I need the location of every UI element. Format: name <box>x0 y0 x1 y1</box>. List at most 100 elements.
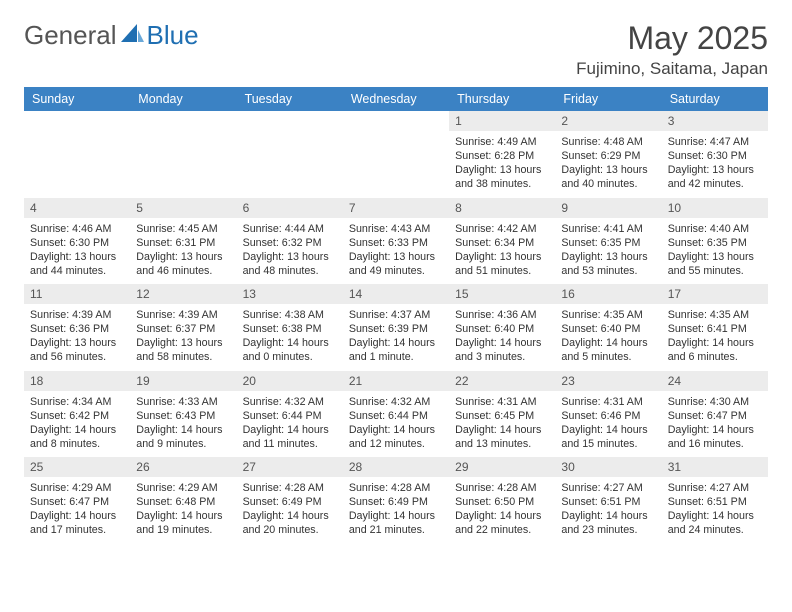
month-title: May 2025 <box>576 20 768 57</box>
day-data: Sunrise: 4:29 AMSunset: 6:47 PMDaylight:… <box>24 477 130 544</box>
day-data: Sunrise: 4:30 AMSunset: 6:47 PMDaylight:… <box>662 391 768 458</box>
day-cell: 7Sunrise: 4:43 AMSunset: 6:33 PMDaylight… <box>343 198 449 285</box>
daylight-line: Daylight: 14 hours and 1 minute. <box>349 336 443 364</box>
brand-word-1: General <box>24 20 117 51</box>
week-row: 1Sunrise: 4:49 AMSunset: 6:28 PMDaylight… <box>24 111 768 198</box>
sunset-line: Sunset: 6:31 PM <box>136 236 230 250</box>
day-number: 25 <box>24 457 130 477</box>
day-number-empty <box>24 111 130 130</box>
day-cell: 1Sunrise: 4:49 AMSunset: 6:28 PMDaylight… <box>449 111 555 198</box>
sail-icon <box>119 20 145 51</box>
daylight-line: Daylight: 14 hours and 19 minutes. <box>136 509 230 537</box>
daylight-line: Daylight: 13 hours and 51 minutes. <box>455 250 549 278</box>
day-cell: 22Sunrise: 4:31 AMSunset: 6:45 PMDayligh… <box>449 371 555 458</box>
day-cell: 20Sunrise: 4:32 AMSunset: 6:44 PMDayligh… <box>237 371 343 458</box>
calendar-grid: SundayMondayTuesdayWednesdayThursdayFrid… <box>24 87 768 544</box>
sunrise-line: Sunrise: 4:34 AM <box>30 395 124 409</box>
day-cell: 28Sunrise: 4:28 AMSunset: 6:49 PMDayligh… <box>343 457 449 544</box>
sunset-line: Sunset: 6:33 PM <box>349 236 443 250</box>
sunrise-line: Sunrise: 4:49 AM <box>455 135 549 149</box>
sunrise-line: Sunrise: 4:35 AM <box>668 308 762 322</box>
daylight-line: Daylight: 13 hours and 48 minutes. <box>243 250 337 278</box>
page-header: General Blue May 2025 Fujimino, Saitama,… <box>24 20 768 79</box>
day-number: 3 <box>662 111 768 131</box>
day-cell: 3Sunrise: 4:47 AMSunset: 6:30 PMDaylight… <box>662 111 768 198</box>
day-number: 4 <box>24 198 130 218</box>
sunset-line: Sunset: 6:34 PM <box>455 236 549 250</box>
day-cell: 2Sunrise: 4:48 AMSunset: 6:29 PMDaylight… <box>555 111 661 198</box>
daylight-line: Daylight: 13 hours and 55 minutes. <box>668 250 762 278</box>
sunrise-line: Sunrise: 4:35 AM <box>561 308 655 322</box>
sunrise-line: Sunrise: 4:48 AM <box>561 135 655 149</box>
day-data: Sunrise: 4:31 AMSunset: 6:46 PMDaylight:… <box>555 391 661 458</box>
day-data: Sunrise: 4:40 AMSunset: 6:35 PMDaylight:… <box>662 218 768 285</box>
day-cell: 14Sunrise: 4:37 AMSunset: 6:39 PMDayligh… <box>343 284 449 371</box>
sunset-line: Sunset: 6:49 PM <box>349 495 443 509</box>
sunrise-line: Sunrise: 4:28 AM <box>455 481 549 495</box>
day-cell: 27Sunrise: 4:28 AMSunset: 6:49 PMDayligh… <box>237 457 343 544</box>
day-cell: 30Sunrise: 4:27 AMSunset: 6:51 PMDayligh… <box>555 457 661 544</box>
sunrise-line: Sunrise: 4:32 AM <box>349 395 443 409</box>
daylight-line: Daylight: 14 hours and 3 minutes. <box>455 336 549 364</box>
dow-cell: Saturday <box>662 87 768 111</box>
day-data: Sunrise: 4:31 AMSunset: 6:45 PMDaylight:… <box>449 391 555 458</box>
day-number: 5 <box>130 198 236 218</box>
day-cell <box>237 111 343 198</box>
daylight-line: Daylight: 13 hours and 46 minutes. <box>136 250 230 278</box>
sunset-line: Sunset: 6:49 PM <box>243 495 337 509</box>
day-data: Sunrise: 4:32 AMSunset: 6:44 PMDaylight:… <box>237 391 343 458</box>
sunset-line: Sunset: 6:47 PM <box>668 409 762 423</box>
sunrise-line: Sunrise: 4:42 AM <box>455 222 549 236</box>
day-data: Sunrise: 4:35 AMSunset: 6:41 PMDaylight:… <box>662 304 768 371</box>
day-number: 11 <box>24 284 130 304</box>
sunrise-line: Sunrise: 4:28 AM <box>243 481 337 495</box>
day-cell: 12Sunrise: 4:39 AMSunset: 6:37 PMDayligh… <box>130 284 236 371</box>
daylight-line: Daylight: 14 hours and 21 minutes. <box>349 509 443 537</box>
day-data: Sunrise: 4:27 AMSunset: 6:51 PMDaylight:… <box>555 477 661 544</box>
day-number: 14 <box>343 284 449 304</box>
sunset-line: Sunset: 6:39 PM <box>349 322 443 336</box>
sunset-line: Sunset: 6:41 PM <box>668 322 762 336</box>
day-number: 7 <box>343 198 449 218</box>
day-data: Sunrise: 4:36 AMSunset: 6:40 PMDaylight:… <box>449 304 555 371</box>
day-data: Sunrise: 4:45 AMSunset: 6:31 PMDaylight:… <box>130 218 236 285</box>
daylight-line: Daylight: 13 hours and 44 minutes. <box>30 250 124 278</box>
sunrise-line: Sunrise: 4:27 AM <box>668 481 762 495</box>
dow-cell: Monday <box>130 87 236 111</box>
daylight-line: Daylight: 14 hours and 11 minutes. <box>243 423 337 451</box>
day-number: 27 <box>237 457 343 477</box>
day-number: 1 <box>449 111 555 131</box>
day-cell: 18Sunrise: 4:34 AMSunset: 6:42 PMDayligh… <box>24 371 130 458</box>
day-cell: 16Sunrise: 4:35 AMSunset: 6:40 PMDayligh… <box>555 284 661 371</box>
daylight-line: Daylight: 14 hours and 23 minutes. <box>561 509 655 537</box>
daylight-line: Daylight: 14 hours and 5 minutes. <box>561 336 655 364</box>
day-number: 8 <box>449 198 555 218</box>
sunrise-line: Sunrise: 4:39 AM <box>136 308 230 322</box>
sunrise-line: Sunrise: 4:36 AM <box>455 308 549 322</box>
sunset-line: Sunset: 6:42 PM <box>30 409 124 423</box>
daylight-line: Daylight: 14 hours and 9 minutes. <box>136 423 230 451</box>
week-row: 11Sunrise: 4:39 AMSunset: 6:36 PMDayligh… <box>24 284 768 371</box>
sunrise-line: Sunrise: 4:41 AM <box>561 222 655 236</box>
day-data: Sunrise: 4:34 AMSunset: 6:42 PMDaylight:… <box>24 391 130 458</box>
daylight-line: Daylight: 14 hours and 6 minutes. <box>668 336 762 364</box>
day-cell: 24Sunrise: 4:30 AMSunset: 6:47 PMDayligh… <box>662 371 768 458</box>
day-number-empty <box>130 111 236 130</box>
day-data: Sunrise: 4:28 AMSunset: 6:50 PMDaylight:… <box>449 477 555 544</box>
day-data: Sunrise: 4:43 AMSunset: 6:33 PMDaylight:… <box>343 218 449 285</box>
day-data: Sunrise: 4:37 AMSunset: 6:39 PMDaylight:… <box>343 304 449 371</box>
sunset-line: Sunset: 6:44 PM <box>243 409 337 423</box>
day-number: 29 <box>449 457 555 477</box>
daylight-line: Daylight: 14 hours and 24 minutes. <box>668 509 762 537</box>
sunrise-line: Sunrise: 4:31 AM <box>561 395 655 409</box>
day-data: Sunrise: 4:28 AMSunset: 6:49 PMDaylight:… <box>237 477 343 544</box>
day-of-week-header: SundayMondayTuesdayWednesdayThursdayFrid… <box>24 87 768 111</box>
day-cell: 13Sunrise: 4:38 AMSunset: 6:38 PMDayligh… <box>237 284 343 371</box>
day-cell <box>130 111 236 198</box>
day-cell <box>24 111 130 198</box>
day-cell: 21Sunrise: 4:32 AMSunset: 6:44 PMDayligh… <box>343 371 449 458</box>
daylight-line: Daylight: 13 hours and 53 minutes. <box>561 250 655 278</box>
sunset-line: Sunset: 6:44 PM <box>349 409 443 423</box>
title-block: May 2025 Fujimino, Saitama, Japan <box>576 20 768 79</box>
sunset-line: Sunset: 6:43 PM <box>136 409 230 423</box>
